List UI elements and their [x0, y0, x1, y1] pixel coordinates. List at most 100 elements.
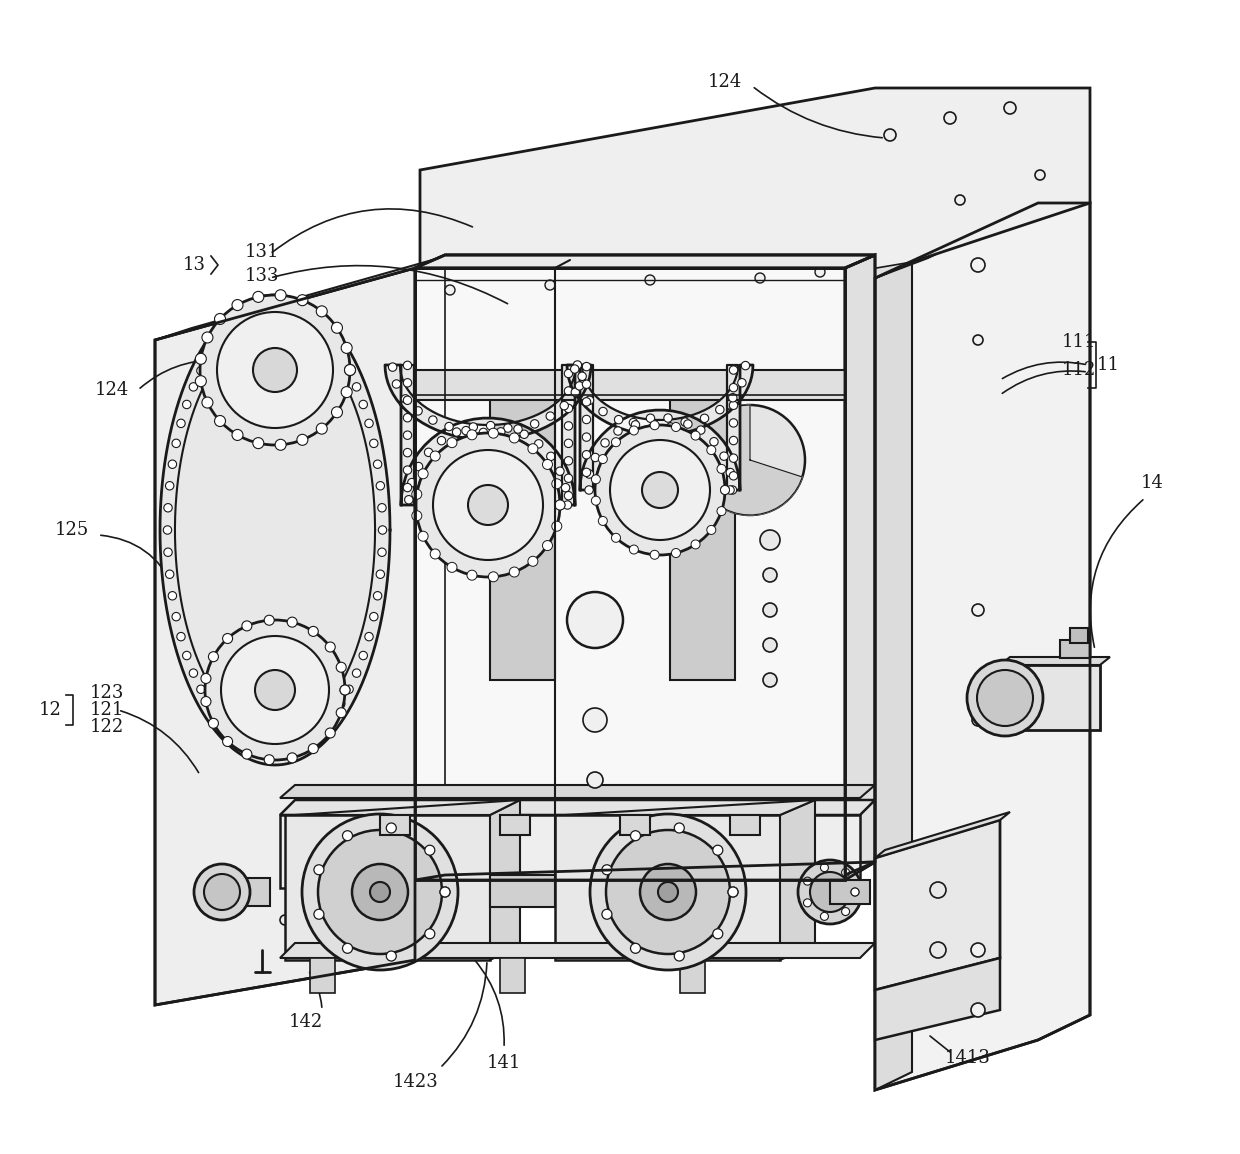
Bar [670, 390, 735, 680]
Circle shape [217, 312, 334, 428]
Circle shape [614, 427, 622, 435]
Circle shape [585, 486, 593, 494]
Circle shape [215, 712, 222, 720]
Circle shape [583, 415, 590, 424]
Circle shape [412, 489, 422, 500]
Circle shape [331, 406, 342, 418]
Circle shape [681, 418, 689, 426]
Text: 13: 13 [182, 256, 206, 273]
Circle shape [298, 739, 306, 747]
Circle shape [640, 864, 696, 920]
Circle shape [418, 469, 428, 479]
Circle shape [631, 421, 640, 429]
Circle shape [345, 685, 353, 694]
Polygon shape [415, 255, 875, 268]
Circle shape [392, 380, 401, 388]
Bar [490, 875, 556, 907]
Circle shape [546, 412, 554, 420]
Circle shape [971, 258, 985, 272]
Circle shape [763, 673, 777, 687]
Circle shape [575, 382, 584, 390]
Circle shape [378, 548, 386, 556]
Circle shape [521, 501, 529, 509]
Circle shape [202, 332, 213, 343]
Polygon shape [285, 815, 490, 960]
Circle shape [728, 887, 738, 897]
Circle shape [325, 642, 335, 652]
Circle shape [433, 450, 543, 560]
Polygon shape [780, 800, 815, 960]
Circle shape [205, 352, 213, 360]
Circle shape [671, 548, 681, 557]
Circle shape [479, 428, 487, 436]
Circle shape [345, 365, 356, 375]
Circle shape [414, 406, 423, 415]
Circle shape [675, 823, 684, 833]
Circle shape [595, 425, 725, 555]
Circle shape [591, 474, 600, 484]
Circle shape [620, 486, 629, 494]
Circle shape [562, 484, 569, 492]
Polygon shape [875, 812, 1011, 859]
Circle shape [556, 467, 564, 475]
Circle shape [208, 652, 218, 661]
Circle shape [205, 699, 213, 707]
Circle shape [691, 432, 701, 440]
Circle shape [572, 388, 579, 397]
Circle shape [296, 434, 308, 445]
Circle shape [253, 349, 298, 392]
Polygon shape [285, 800, 520, 815]
Circle shape [591, 454, 599, 462]
Polygon shape [155, 255, 450, 340]
Circle shape [583, 398, 590, 406]
Circle shape [552, 522, 562, 531]
Circle shape [296, 294, 308, 306]
Circle shape [360, 400, 367, 409]
Circle shape [590, 814, 746, 971]
Circle shape [701, 414, 709, 422]
Circle shape [583, 362, 590, 370]
Polygon shape [384, 365, 591, 505]
Circle shape [513, 425, 522, 433]
Circle shape [403, 379, 412, 387]
Circle shape [650, 550, 660, 560]
Circle shape [254, 743, 263, 751]
Circle shape [469, 422, 477, 432]
Circle shape [275, 290, 286, 301]
Circle shape [403, 449, 412, 457]
Circle shape [425, 929, 435, 939]
Circle shape [309, 743, 319, 754]
Bar [310, 958, 335, 992]
Bar [1060, 640, 1090, 658]
Circle shape [446, 562, 458, 572]
Circle shape [451, 501, 460, 509]
Polygon shape [875, 262, 911, 1091]
Circle shape [729, 454, 738, 463]
Circle shape [658, 882, 678, 902]
Bar [1070, 628, 1087, 643]
Circle shape [264, 615, 274, 625]
Circle shape [601, 864, 611, 875]
Circle shape [309, 627, 319, 636]
Text: 11: 11 [1096, 355, 1120, 374]
Circle shape [221, 636, 329, 744]
Circle shape [208, 718, 218, 728]
Circle shape [340, 685, 350, 695]
Polygon shape [999, 657, 1110, 665]
Circle shape [165, 481, 174, 490]
Circle shape [538, 501, 547, 509]
Circle shape [738, 379, 746, 387]
Text: 12: 12 [38, 700, 62, 719]
Circle shape [650, 421, 660, 429]
Circle shape [280, 365, 290, 375]
Circle shape [425, 845, 435, 855]
Circle shape [265, 306, 274, 315]
Text: 1413: 1413 [945, 1049, 991, 1067]
Circle shape [717, 464, 725, 473]
Circle shape [763, 604, 777, 617]
Circle shape [288, 308, 295, 317]
Circle shape [755, 273, 765, 283]
Circle shape [415, 433, 560, 577]
Circle shape [615, 415, 622, 424]
Circle shape [503, 424, 512, 433]
